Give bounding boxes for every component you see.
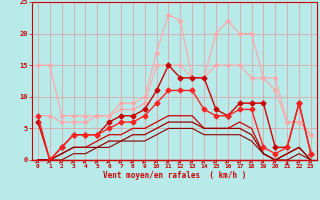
X-axis label: Vent moyen/en rafales  ( km/h ): Vent moyen/en rafales ( km/h ) <box>103 171 246 180</box>
